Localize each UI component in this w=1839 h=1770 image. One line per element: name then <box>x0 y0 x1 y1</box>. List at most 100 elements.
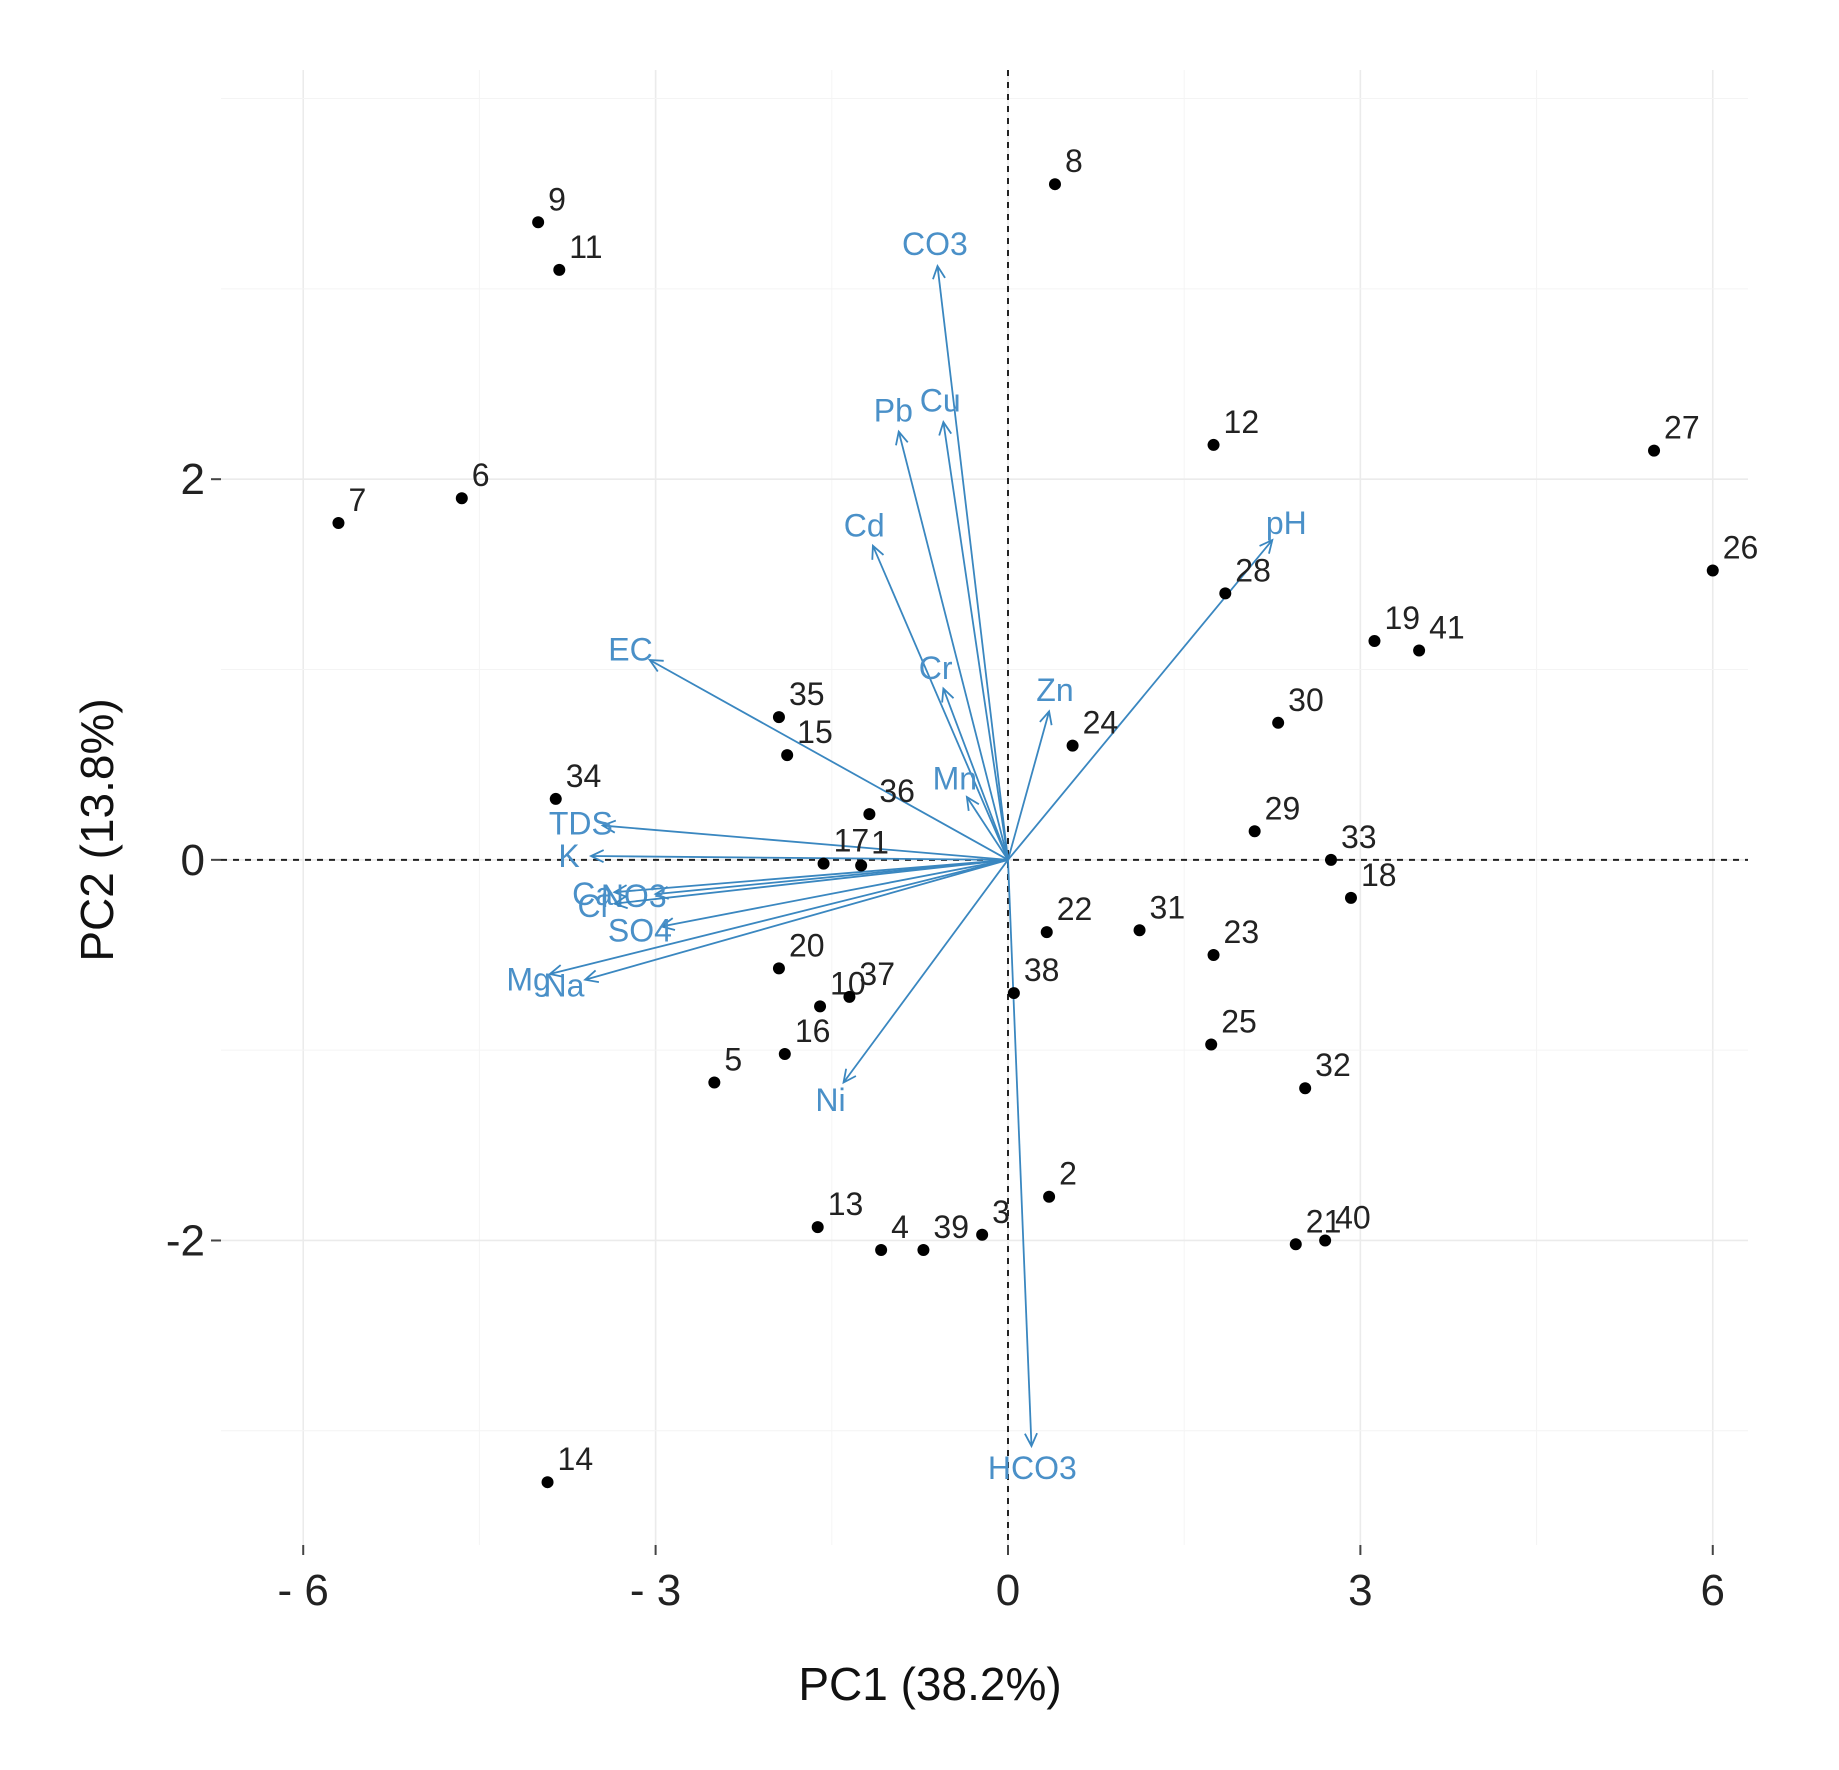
sample-point <box>1319 1234 1332 1247</box>
sample-point <box>455 492 468 505</box>
sample-point <box>1133 924 1146 937</box>
sample-point <box>1299 1082 1312 1095</box>
y-tick-label: 2 <box>181 455 205 504</box>
sample-point <box>976 1228 989 1241</box>
sample-label: 23 <box>1224 914 1260 950</box>
x-tick-label: 3 <box>1348 1566 1372 1615</box>
loading-arrow-line <box>942 421 1009 860</box>
sample-point <box>1325 853 1338 866</box>
sample-point <box>1706 564 1719 577</box>
sample-point <box>532 216 545 229</box>
loading-arrow-line <box>661 858 1009 928</box>
sample-25: 25 <box>1205 1003 1257 1051</box>
loading-label: Ca <box>572 876 613 912</box>
sample-label: 30 <box>1288 682 1324 718</box>
sample-label: 31 <box>1150 889 1186 925</box>
sample-label: 3 <box>992 1194 1010 1230</box>
loading-tds: TDS <box>549 806 1009 861</box>
sample-10: 10 <box>814 965 866 1013</box>
sample-point <box>1007 987 1020 1000</box>
sample-label: 41 <box>1429 609 1465 645</box>
sample-7: 7 <box>332 482 366 529</box>
sample-point <box>1066 739 1079 752</box>
zero-lines <box>221 70 1748 1545</box>
loading-label: K <box>558 838 579 874</box>
sample-label: 38 <box>1024 952 1060 988</box>
loading-arrow-head <box>1259 538 1274 554</box>
sample-label: 8 <box>1065 143 1083 179</box>
sample-point <box>1413 644 1426 657</box>
sample-point <box>1040 926 1053 939</box>
loading-arrow-head <box>547 964 564 978</box>
sample-point <box>863 808 876 821</box>
loading-co3: CO3 <box>902 226 1009 860</box>
sample-point <box>1648 444 1661 457</box>
loading-arrow-line <box>1007 859 1033 1447</box>
sample-label: 33 <box>1341 819 1377 855</box>
sample-point <box>817 857 830 870</box>
sample-label: 4 <box>891 1209 909 1245</box>
loading-label: Zn <box>1036 672 1073 708</box>
sample-label: 19 <box>1384 600 1420 636</box>
sample-3: 3 <box>976 1194 1010 1241</box>
loading-arrow-line <box>649 659 1009 861</box>
sample-label: 16 <box>795 1013 831 1049</box>
sample-1: 1 <box>855 825 889 872</box>
sample-38: 38 <box>1007 952 1060 1000</box>
loading-hco3: HCO3 <box>988 859 1077 1486</box>
sample-label: 13 <box>828 1186 864 1222</box>
sample-label: 5 <box>724 1042 742 1078</box>
loading-arrow-head <box>612 895 628 910</box>
sample-point <box>1368 634 1381 647</box>
x-axis-title: PC1 (38.2%) <box>798 1658 1061 1710</box>
loading-mn: Mn <box>933 761 1009 861</box>
sample-point <box>708 1076 721 1089</box>
sample-label: 32 <box>1315 1047 1351 1083</box>
loading-arrow-head <box>932 263 946 280</box>
sample-35: 35 <box>772 676 825 724</box>
sample-31: 31 <box>1133 889 1186 937</box>
sample-point <box>1205 1038 1218 1051</box>
sample-6: 6 <box>455 457 490 505</box>
sample-12: 12 <box>1207 404 1259 451</box>
sample-label: 21 <box>1306 1203 1342 1239</box>
loading-arrow-head <box>583 969 600 984</box>
loading-arrow-head <box>647 658 664 672</box>
loading-label: Pb <box>874 392 913 428</box>
sample-point <box>332 516 345 529</box>
sample-point <box>772 711 785 724</box>
sample-9: 9 <box>532 181 566 229</box>
loading-label: CO3 <box>902 226 968 262</box>
loading-arrow-line <box>942 688 1009 861</box>
sample-point <box>1048 178 1061 191</box>
sample-label: 20 <box>789 927 825 963</box>
sample-32: 32 <box>1299 1047 1351 1095</box>
sample-point <box>1207 949 1220 961</box>
y-tick-label: 0 <box>181 836 205 885</box>
loading-arrow-head <box>965 795 980 812</box>
loading-ec: EC <box>608 631 1009 861</box>
loading-label: Cd <box>844 508 885 544</box>
loading-arrow-head <box>871 543 885 560</box>
sample-30: 30 <box>1272 682 1324 729</box>
loading-arrow-head <box>842 1068 857 1085</box>
loading-arrow-line <box>614 858 1009 905</box>
loading-label: Cu <box>920 382 961 418</box>
sample-point <box>1248 825 1261 838</box>
loading-label: Mn <box>933 761 977 797</box>
sample-39: 39 <box>917 1209 969 1256</box>
x-tick-label: - 3 <box>630 1566 681 1615</box>
loading-arrow-head <box>659 917 676 931</box>
sample-label: 11 <box>569 229 602 265</box>
y-tick-label: -2 <box>166 1216 205 1265</box>
sample-point <box>1207 438 1220 451</box>
sample-label: 40 <box>1335 1199 1371 1235</box>
sample-point <box>917 1244 930 1256</box>
sample-label: 27 <box>1664 410 1700 446</box>
sample-point <box>843 990 856 1003</box>
loading-ni: Ni <box>815 859 1009 1118</box>
sample-17: 17 <box>817 823 869 870</box>
sample-19: 19 <box>1368 600 1420 647</box>
sample-40: 40 <box>1319 1199 1371 1247</box>
